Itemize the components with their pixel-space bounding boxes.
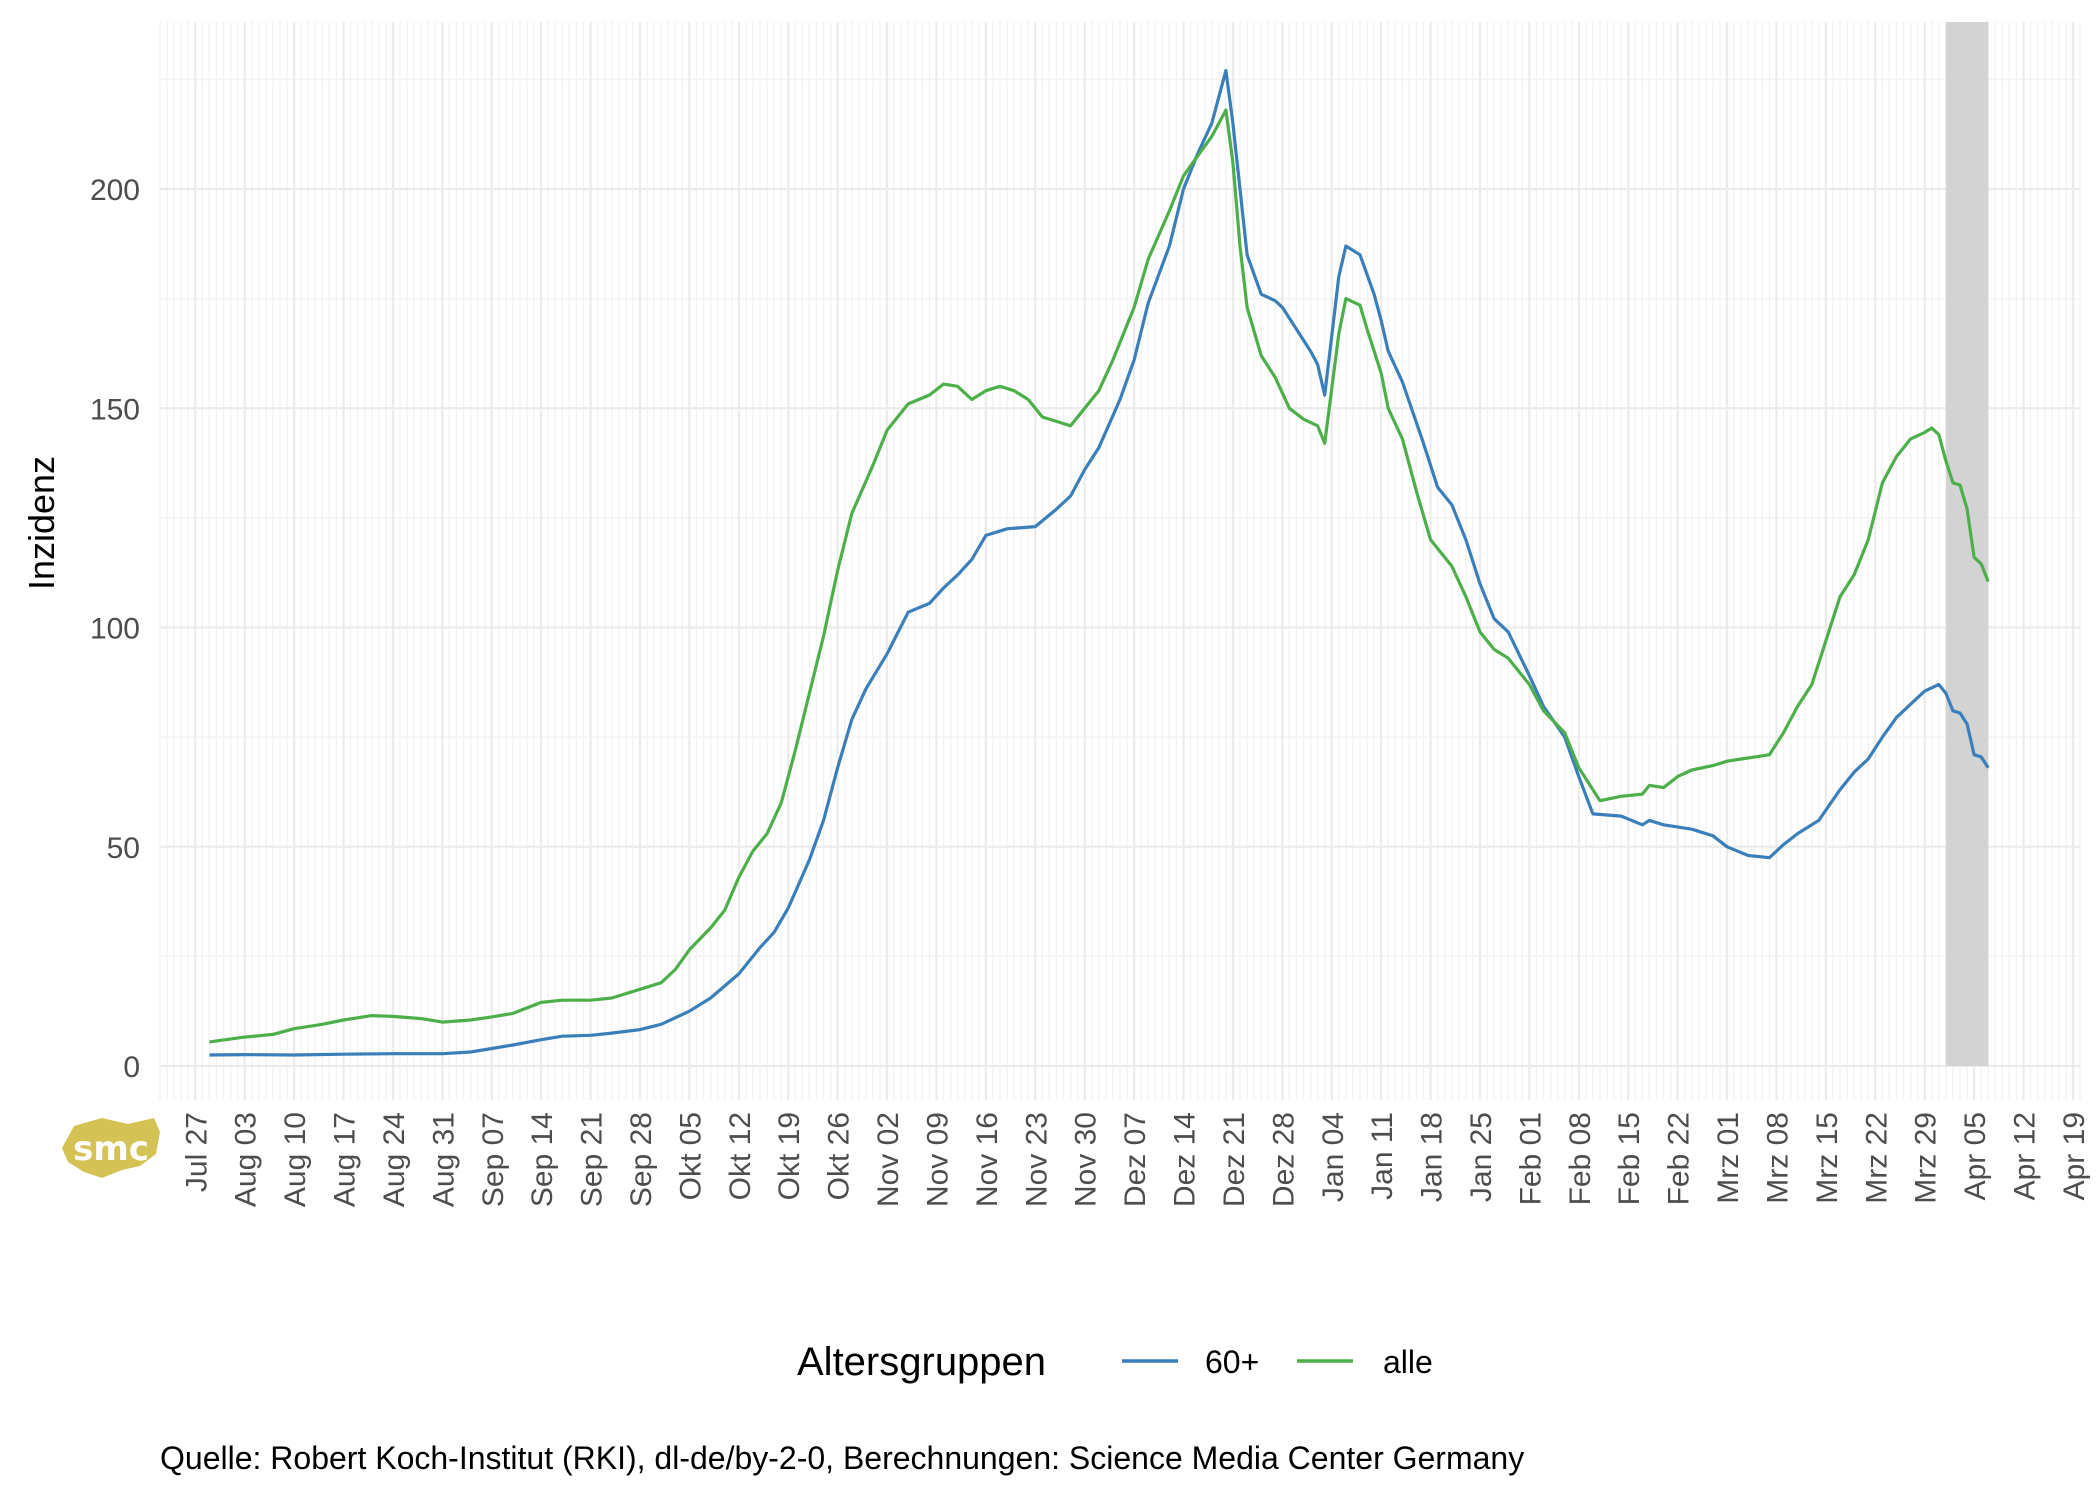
x-tick-label: Jan 11 xyxy=(1366,1112,1399,1200)
x-tick-label: Aug 24 xyxy=(378,1112,411,1207)
x-tick-label: Jul 27 xyxy=(180,1112,213,1192)
x-tick-label: Feb 15 xyxy=(1613,1112,1646,1205)
x-tick-label: Sep 07 xyxy=(477,1112,510,1207)
x-tick-label: Dez 21 xyxy=(1218,1112,1251,1207)
legend-title: Altersgruppen xyxy=(797,1340,1046,1384)
legend-label-alle: alle xyxy=(1383,1344,1433,1380)
x-tick-label: Nov 23 xyxy=(1020,1112,1053,1207)
x-tick-label: Dez 28 xyxy=(1267,1112,1300,1207)
smc-logo: smc xyxy=(62,1118,160,1178)
x-tick-label: Sep 14 xyxy=(526,1112,559,1207)
source-caption: Quelle: Robert Koch-Institut (RKI), dl-d… xyxy=(160,1440,1524,1476)
minor-y-gridlines xyxy=(160,78,2080,958)
x-tick-label: Jan 04 xyxy=(1317,1112,1350,1202)
x-tick-label: Sep 21 xyxy=(576,1112,609,1207)
x-tick-label: Feb 01 xyxy=(1514,1112,1547,1205)
series-line-alle xyxy=(209,108,1990,1044)
x-tick-label: Mrz 01 xyxy=(1712,1112,1745,1204)
y-tick-label: 200 xyxy=(90,174,140,207)
x-tick-label: Aug 17 xyxy=(329,1112,362,1207)
x-tick-label: Okt 12 xyxy=(724,1112,757,1200)
x-tick-label: Apr 05 xyxy=(1959,1112,1992,1200)
legend-item-alle: alle xyxy=(1297,1344,1433,1380)
x-tick-label: Okt 05 xyxy=(674,1112,707,1200)
x-tick-label: Mrz 15 xyxy=(1811,1112,1844,1204)
shaded-date-range xyxy=(1945,22,1989,1066)
major-x-gridlines xyxy=(194,22,2075,1100)
x-tick-label: Feb 08 xyxy=(1564,1112,1597,1205)
series-line-60plus xyxy=(209,69,1990,1057)
y-tick-label: 50 xyxy=(107,832,140,865)
x-tick-label: Dez 14 xyxy=(1169,1112,1202,1207)
series-layer xyxy=(209,69,1990,1057)
y-tick-labels: 0 50 100 150 200 xyxy=(90,174,140,1084)
x-tick-label: Jan 25 xyxy=(1465,1112,1498,1202)
x-tick-label: Sep 28 xyxy=(625,1112,658,1207)
legend-label-60plus: 60+ xyxy=(1205,1344,1259,1380)
x-tick-label: Mrz 29 xyxy=(1910,1112,1943,1204)
x-tick-label: Jan 18 xyxy=(1416,1112,1449,1202)
x-tick-label: Nov 16 xyxy=(971,1112,1004,1207)
x-tick-label: Nov 02 xyxy=(872,1112,905,1207)
smc-logo-icon xyxy=(62,1118,160,1178)
x-tick-label: Apr 19 xyxy=(2058,1112,2091,1200)
y-tick-label: 150 xyxy=(90,393,140,426)
legend-item-60plus: 60+ xyxy=(1122,1344,1259,1380)
x-tick-label: Okt 26 xyxy=(823,1112,856,1200)
x-tick-label: Dez 07 xyxy=(1119,1112,1152,1207)
legend: Altersgruppen 60+ alle xyxy=(797,1340,1433,1384)
x-tick-label: Feb 22 xyxy=(1663,1112,1696,1205)
smc-logo-text: smc xyxy=(73,1129,149,1169)
y-axis-label: Inzidenz xyxy=(21,456,62,590)
x-tick-label: Aug 31 xyxy=(427,1112,460,1207)
x-tick-labels: Jul 27 Aug 03 Aug 10 Aug 17 Aug 24 Aug 31 Sep … xyxy=(180,1112,2091,1207)
y-tick-label: 100 xyxy=(90,613,140,646)
major-y-gridlines xyxy=(160,187,2080,1068)
x-tick-label: Nov 30 xyxy=(1070,1112,1103,1207)
x-tick-label: Mrz 22 xyxy=(1860,1112,1893,1204)
x-tick-label: Apr 12 xyxy=(2009,1112,2042,1200)
x-tick-label: Okt 19 xyxy=(773,1112,806,1200)
x-tick-label: Mrz 08 xyxy=(1762,1112,1795,1204)
x-tick-label: Aug 10 xyxy=(279,1112,312,1207)
x-tick-label: Nov 09 xyxy=(922,1112,955,1207)
y-tick-label: 0 xyxy=(123,1051,140,1084)
x-tick-label: Aug 03 xyxy=(230,1112,263,1207)
